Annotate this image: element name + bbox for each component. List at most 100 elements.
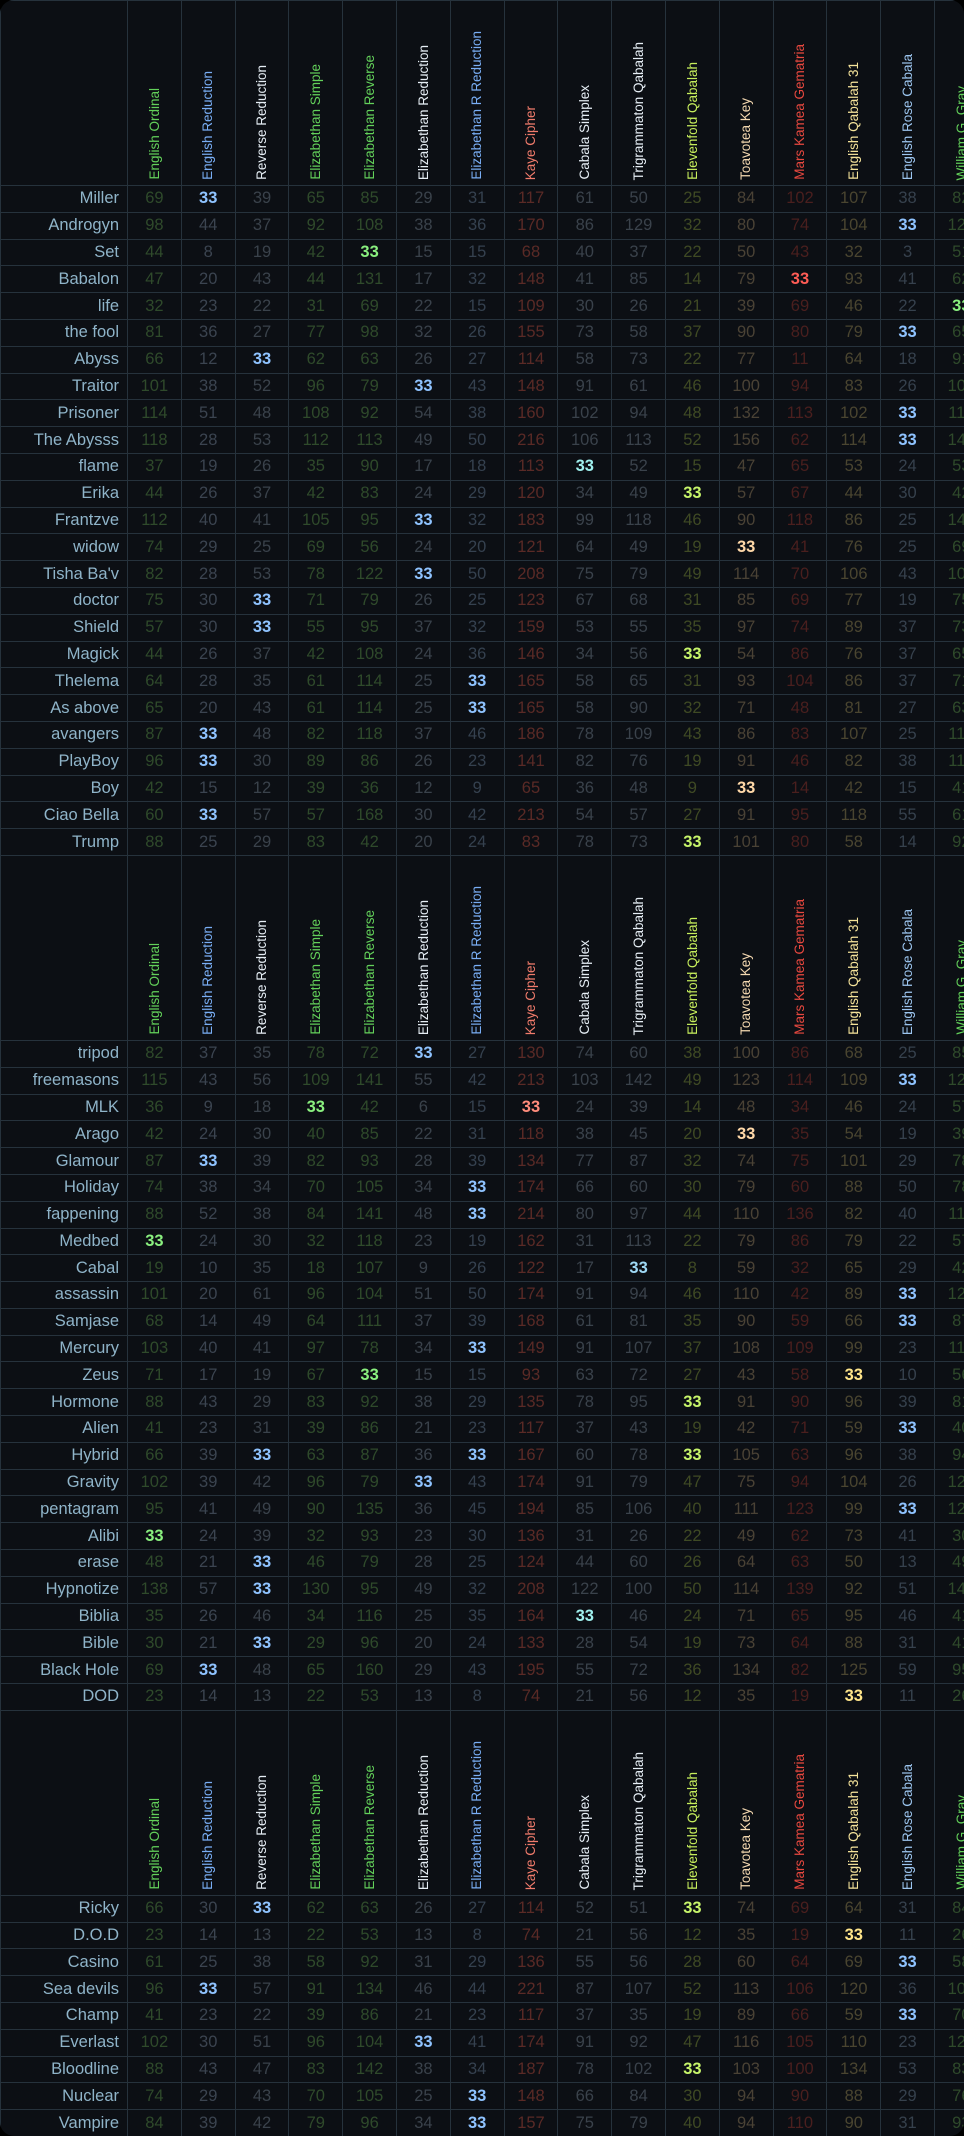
value-cell: 14 [180,1307,236,1336]
value-cell: 38 [234,1200,290,1229]
cipher-header-english-rose-cabala: English Rose Cabala [880,0,935,186]
value-cell: 51 [880,1575,935,1604]
table-row: PlayBoy963330898626231418276199146823811… [0,747,964,776]
value-cell: 90 [772,1388,828,1417]
value-cell: 67 [288,1361,344,1390]
value-cell: 55 [611,613,666,642]
value-cell: 42 [234,2109,290,2136]
value-cell: 59 [718,1254,774,1283]
value-cell: 56 [611,1948,666,1977]
cipher-header-trigrammaton-qabalah: Trigrammaton Qabalah [611,1709,666,1896]
cipher-header-row: English Ordinal English Reduction Reverse … [0,0,964,186]
value-cell: 94 [718,2109,774,2136]
value-cell: 74 [718,1894,774,1923]
value-cell: 51 [933,238,964,267]
value-cell: 91 [557,2028,613,2057]
value-cell: 87 [127,1147,182,1175]
table-row: Abyss661233626326271145873227711641891 [0,345,964,374]
value-cell: 79 [718,1173,774,1202]
value-cell: 101 [826,1147,882,1175]
value-cell: 33 [718,1120,774,1149]
table-row: Thelema 64 28 35 61 114 25 33 165 58 65 31 93 104 86 37… [0,667,964,696]
value-cell: 112 [127,506,182,535]
value-cell: 72 [611,1656,666,1685]
value-cell: 63 [288,1441,344,1470]
value-cell: 12 [395,774,451,803]
value-cell: 22 [288,1921,344,1950]
value-cell: 41 [234,1334,290,1363]
value-cell: 165 [503,694,559,722]
cipher-header-label: Elizabethan Reduction [415,44,431,180]
value-cell: 25 [395,2082,451,2111]
value-cell: 90 [718,318,774,347]
value-cell: 29 [180,2082,236,2111]
table-row: Alien412331398621231173743194271593340 [0,1415,964,1443]
value-cell: 33 [880,1307,935,1336]
value-cell: 90 [718,1307,774,1336]
value-cell: 33 [234,586,290,615]
value-cell: 23 [880,1334,935,1363]
value-cell: 120 [503,479,559,508]
value-cell: 116 [342,1602,397,1631]
value-cell: 92 [288,211,344,240]
value-cell: 114 [503,1894,559,1923]
value-cell: 102 [557,399,613,428]
value-cell: 80 [772,828,828,856]
value-cell: 143 [933,506,964,535]
value-cell: 31 [557,1227,613,1256]
cipher-header-label: Cabala Simplex [577,85,593,180]
value-cell: 30 [180,586,236,615]
value-cell: 68 [611,586,666,615]
value-cell: 29 [880,2082,935,2111]
value-cell: 27 [880,694,935,722]
value-cell: 39 [288,1415,344,1443]
value-cell: 31 [449,185,505,213]
value-cell: 174 [503,1173,559,1202]
value-cell: 49 [611,533,666,562]
value-cell: 62 [933,265,964,294]
row-word: Zeus [0,1361,128,1390]
value-cell: 14 [880,828,935,856]
value-cell: 38 [880,1441,935,1470]
value-cell: 90 [718,506,774,535]
value-cell: 79 [342,1549,397,1577]
value-cell: 25 [180,828,236,856]
value-cell: 109 [288,1066,344,1095]
table-row: avangers 87 33 48 82 118 37 46 186 78 109 43 86 83 107… [0,720,964,749]
value-cell: 31 [664,586,720,615]
value-cell: 94 [933,1441,964,1470]
header-corner [0,854,128,1041]
cipher-header-elizabethan-r-reduction: Elizabethan R Reduction [449,1709,505,1896]
value-cell: 174 [503,2028,559,2057]
value-cell: 79 [342,372,397,401]
value-cell: 26 [449,318,505,347]
value-cell: 130 [288,1575,344,1604]
value-cell: 42 [449,1066,505,1095]
value-cell: 76 [611,747,666,776]
value-cell: 213 [503,801,559,830]
cipher-header-toavotea-key: Toavotea Key [718,854,774,1041]
cipher-header-english-reduction: English Reduction [180,854,236,1041]
value-cell: 83 [288,828,344,856]
value-cell: 25 [395,694,451,722]
value-cell: 53 [933,452,964,481]
value-cell: 82 [933,185,964,213]
value-cell: 23 [180,2002,236,2030]
value-cell: 75 [718,1468,774,1497]
value-cell: 40 [557,238,613,267]
value-cell: 49 [395,1575,451,1604]
value-cell: 102 [772,185,828,213]
value-cell: 20 [395,828,451,856]
value-cell: 24 [180,1120,236,1149]
value-cell: 41 [234,506,290,535]
value-cell: 44 [127,238,182,267]
cipher-header-cabala-simplex: Cabala Simplex [557,0,613,186]
value-cell: 62 [288,345,344,374]
value-cell: 32 [395,318,451,347]
value-cell: 114 [503,345,559,374]
row-word: The Abysss [0,426,128,454]
value-cell: 91 [288,1975,344,2004]
value-cell: 86 [342,2002,397,2030]
row-word: life [0,292,128,320]
value-cell: 32 [288,1522,344,1551]
